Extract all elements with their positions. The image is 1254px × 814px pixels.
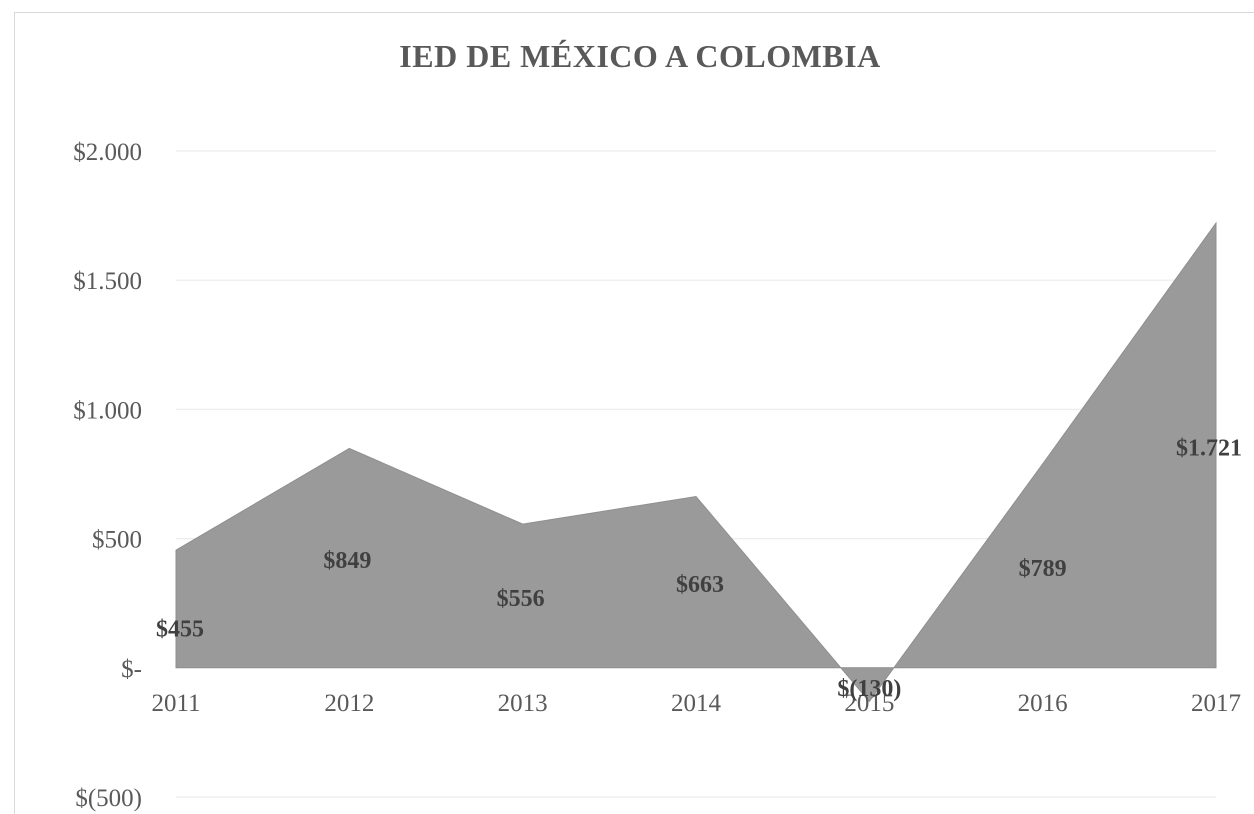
x-axis-ticks: 2011 2012 2013 2014 2015 2016 2017	[151, 690, 1241, 717]
y-tick-label: $(500)	[75, 785, 142, 812]
y-tick-label: $-	[121, 656, 142, 683]
data-label: $789	[1019, 556, 1067, 582]
x-tick-label: 2011	[151, 690, 200, 717]
y-tick-label: $1.500	[73, 268, 142, 295]
y-tick-label: $500	[92, 527, 142, 554]
data-label: $(130)	[837, 676, 901, 702]
chart-title: IED DE MÉXICO A COLOMBIA	[399, 38, 881, 74]
data-label: $556	[497, 586, 545, 612]
x-tick-label: 2014	[671, 690, 722, 717]
data-label: $455	[156, 617, 204, 643]
y-axis-ticks: $2.000 $1.500 $1.000 $500 $- $(500)	[73, 139, 142, 812]
data-label: $1.721	[1176, 435, 1242, 461]
plot-area	[175, 221, 1217, 703]
y-tick-label: $1.000	[73, 397, 142, 424]
x-tick-label: 2012	[324, 690, 374, 717]
x-tick-label: 2016	[1018, 690, 1068, 717]
chart-frame	[14, 12, 1254, 814]
x-tick-label: 2015	[844, 690, 894, 717]
area-series	[175, 221, 1217, 703]
data-labels: $455 $849 $556 $663 $(130) $789 $1.721	[156, 435, 1242, 701]
y-tick-label: $2.000	[73, 139, 142, 166]
data-label: $663	[676, 572, 724, 598]
data-label: $849	[323, 548, 371, 574]
x-tick-label: 2013	[498, 690, 548, 717]
x-tick-label: 2017	[1191, 690, 1241, 717]
